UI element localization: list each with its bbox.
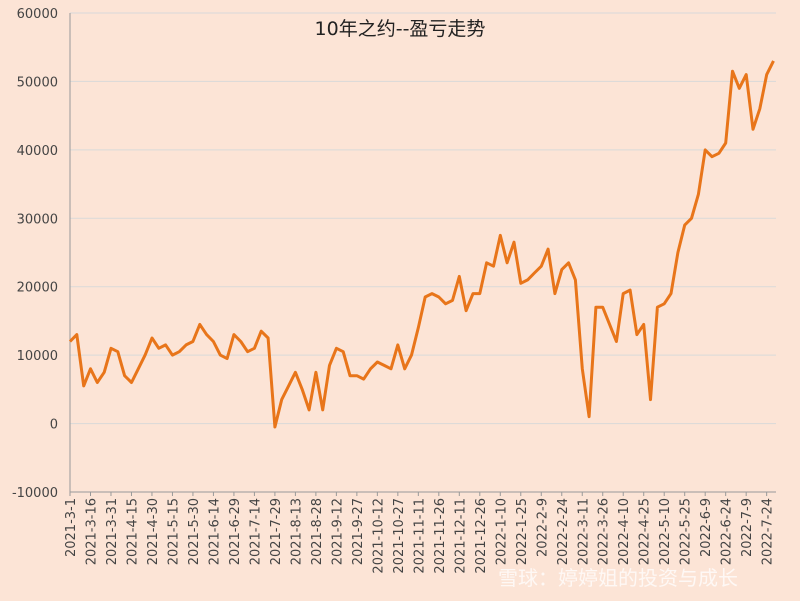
y-tick-label: 60000: [17, 7, 58, 22]
x-tick-label: 2022-7-9: [740, 498, 755, 557]
x-tick-label: 2021-7-29: [269, 498, 284, 565]
x-tick-label: 2022-2-9: [535, 498, 550, 557]
y-tick-label: 50000: [17, 75, 58, 90]
x-tick-label: 2021-12-26: [474, 498, 489, 574]
x-tick-label: 2022-6-24: [720, 498, 735, 565]
x-tick-label: 2021-10-12: [371, 498, 386, 574]
y-tick-label: 40000: [17, 144, 58, 159]
line-series: [68, 60, 775, 429]
x-tick-label: 2021-3-1: [64, 498, 79, 557]
x-tick-label: 2022-6-9: [699, 498, 714, 557]
y-tick-label: 0: [50, 418, 58, 433]
x-tick-label: 2021-6-14: [207, 498, 222, 565]
y-tick-label: 10000: [17, 349, 58, 364]
x-tick-label: 2022-2-24: [556, 498, 571, 565]
x-tick-label: 2022-3-26: [597, 498, 612, 565]
x-tick-label: 2021-8-28: [310, 498, 325, 565]
x-tick-label: 2022-1-25: [515, 498, 530, 565]
x-tick-label: 2021-11-11: [412, 498, 427, 574]
x-tick-label: 2022-4-10: [617, 498, 632, 565]
y-tick-label: 20000: [17, 281, 58, 296]
x-tick-label: 2021-4-30: [146, 498, 161, 565]
x-tick-label: 2021-8-13: [289, 498, 304, 565]
x-tick-label: 2021-5-15: [166, 498, 181, 565]
x-tick-label: 2022-1-10: [494, 498, 509, 565]
x-tick-label: 2021-9-12: [330, 498, 345, 565]
y-tick-label: 30000: [17, 212, 58, 227]
x-tick-label: 2021-11-26: [433, 498, 448, 574]
x-tick-label: 2022-3-11: [576, 498, 591, 565]
watermark: 雪球：婷婷姐的投资与成长: [498, 566, 738, 590]
x-tick-label: 2021-3-31: [105, 498, 120, 565]
x-tick-label: 2021-5-30: [187, 498, 202, 565]
x-tick-label: 2021-4-15: [125, 498, 140, 565]
x-tick-label: 2022-7-24: [761, 498, 776, 565]
x-tick-label: 2022-5-25: [679, 498, 694, 565]
y-tick-label: -10000: [12, 486, 58, 501]
x-tick-label: 2021-6-29: [228, 498, 243, 565]
x-tick-label: 2022-5-10: [658, 498, 673, 565]
x-tick-label: 2021-7-14: [248, 498, 263, 565]
chart-title: 10年之约--盈亏走势: [315, 18, 486, 40]
x-tick-label: 2021-9-27: [351, 498, 366, 565]
x-tick-label: 2021-12-11: [453, 498, 468, 574]
x-tick-label: 2022-4-25: [638, 498, 653, 565]
x-tick-label: 2021-3-16: [84, 498, 99, 565]
x-tick-label: 2021-10-27: [392, 498, 407, 574]
